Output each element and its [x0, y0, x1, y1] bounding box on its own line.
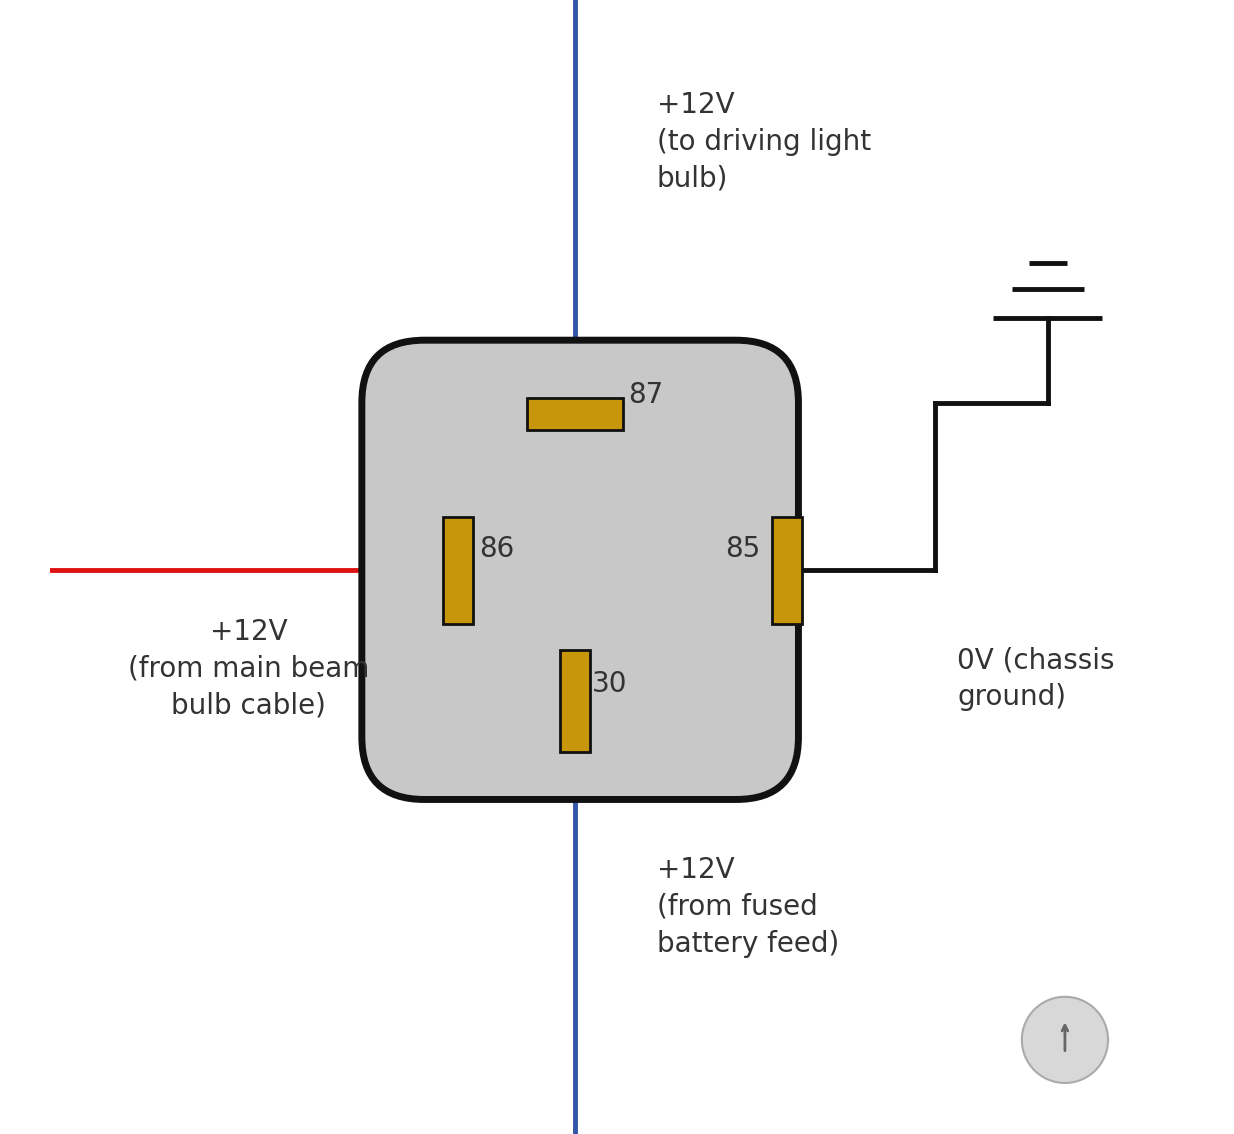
FancyBboxPatch shape — [362, 340, 798, 799]
Text: +12V
(to driving light
bulb): +12V (to driving light bulb) — [656, 91, 871, 193]
Text: +12V
(from fused
battery feed): +12V (from fused battery feed) — [656, 856, 839, 958]
Bar — [772, 517, 802, 624]
Bar — [560, 650, 590, 752]
Bar — [527, 398, 623, 430]
Text: 87: 87 — [628, 381, 664, 408]
Text: 85: 85 — [724, 535, 760, 562]
Text: 0V (chassis
ground): 0V (chassis ground) — [958, 646, 1114, 711]
Bar — [443, 517, 473, 624]
Text: +12V
(from main beam
bulb cable): +12V (from main beam bulb cable) — [128, 618, 369, 720]
Circle shape — [1022, 997, 1108, 1083]
Text: 30: 30 — [592, 670, 628, 697]
Text: 86: 86 — [479, 535, 513, 562]
